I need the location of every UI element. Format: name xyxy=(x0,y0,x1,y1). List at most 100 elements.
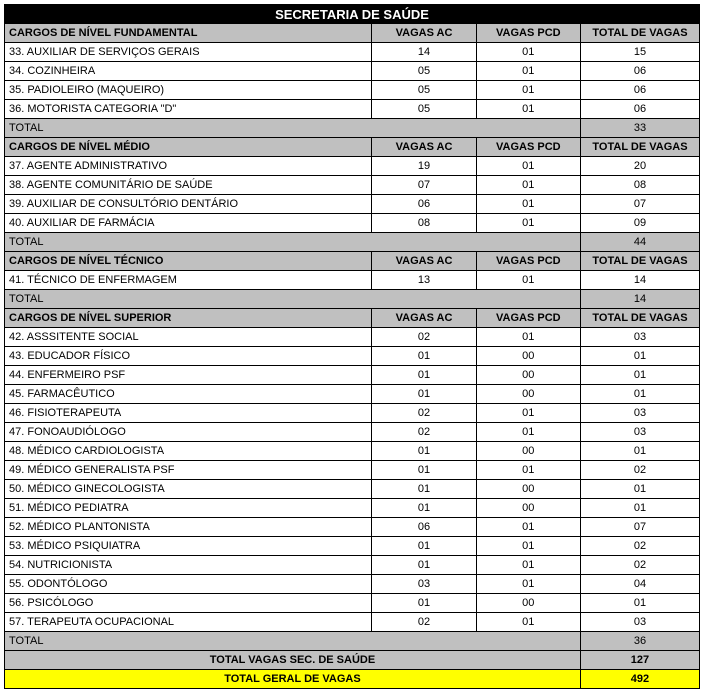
ac-cell: 01 xyxy=(372,461,476,480)
header-ac: VAGAS AC xyxy=(372,24,476,43)
table-row: 35. PADIOLEIRO (MAQUEIRO)050106 xyxy=(5,81,700,100)
section-total-value: 44 xyxy=(580,233,699,252)
ac-cell: 02 xyxy=(372,423,476,442)
pcd-cell: 00 xyxy=(476,347,580,366)
header-pcd: VAGAS PCD xyxy=(476,309,580,328)
table-row: 46. FISIOTERAPEUTA020103 xyxy=(5,404,700,423)
table-row: 51. MÉDICO PEDIATRA010001 xyxy=(5,499,700,518)
pcd-cell: 00 xyxy=(476,442,580,461)
pcd-cell: 01 xyxy=(476,81,580,100)
section-name: CARGOS DE NÍVEL MÉDIO xyxy=(5,138,372,157)
total-cell: 02 xyxy=(580,537,699,556)
pcd-cell: 00 xyxy=(476,366,580,385)
cargo-cell: 49. MÉDICO GENERALISTA PSF xyxy=(5,461,372,480)
section-name: CARGOS DE NÍVEL FUNDAMENTAL xyxy=(5,24,372,43)
cargo-cell: 33. AUXILIAR DE SERVIÇOS GERAIS xyxy=(5,43,372,62)
cargo-cell: 47. FONOAUDIÓLOGO xyxy=(5,423,372,442)
section-total-label: TOTAL xyxy=(5,632,581,651)
section-header: CARGOS DE NÍVEL FUNDAMENTALVAGAS ACVAGAS… xyxy=(5,24,700,43)
ac-cell: 01 xyxy=(372,594,476,613)
total-cell: 03 xyxy=(580,404,699,423)
section-name: CARGOS DE NÍVEL TÉCNICO xyxy=(5,252,372,271)
section-total-row: TOTAL33 xyxy=(5,119,700,138)
pcd-cell: 01 xyxy=(476,100,580,119)
section-header: CARGOS DE NÍVEL SUPERIORVAGAS ACVAGAS PC… xyxy=(5,309,700,328)
cargo-cell: 41. TÉCNICO DE ENFERMAGEM xyxy=(5,271,372,290)
ac-cell: 05 xyxy=(372,62,476,81)
ac-cell: 01 xyxy=(372,537,476,556)
header-total: TOTAL DE VAGAS xyxy=(580,309,699,328)
ac-cell: 07 xyxy=(372,176,476,195)
total-cell: 04 xyxy=(580,575,699,594)
pcd-cell: 01 xyxy=(476,613,580,632)
table-row: 43. EDUCADOR FÍSICO010001 xyxy=(5,347,700,366)
total-cell: 01 xyxy=(580,442,699,461)
pcd-cell: 00 xyxy=(476,594,580,613)
ac-cell: 06 xyxy=(372,518,476,537)
pcd-cell: 01 xyxy=(476,328,580,347)
total-cell: 07 xyxy=(580,518,699,537)
cargo-cell: 45. FARMACÊUTICO xyxy=(5,385,372,404)
total-cell: 06 xyxy=(580,100,699,119)
header-pcd: VAGAS PCD xyxy=(476,138,580,157)
pcd-cell: 01 xyxy=(476,271,580,290)
table-row: 39. AUXILIAR DE CONSULTÓRIO DENTÁRIO0601… xyxy=(5,195,700,214)
ac-cell: 05 xyxy=(372,81,476,100)
cargo-cell: 54. NUTRICIONISTA xyxy=(5,556,372,575)
section-total-value: 36 xyxy=(580,632,699,651)
title-row: SECRETARIA DE SAÚDE xyxy=(5,5,700,24)
cargo-cell: 56. PSICÓLOGO xyxy=(5,594,372,613)
cargo-cell: 36. MOTORISTA CATEGORIA "D" xyxy=(5,100,372,119)
cargo-cell: 42. ASSSITENTE SOCIAL xyxy=(5,328,372,347)
table-row: 57. TERAPEUTA OCUPACIONAL020103 xyxy=(5,613,700,632)
ac-cell: 13 xyxy=(372,271,476,290)
section-total-row: TOTAL14 xyxy=(5,290,700,309)
section-total-label: TOTAL xyxy=(5,233,581,252)
total-cell: 02 xyxy=(580,556,699,575)
table-row: 44. ENFERMEIRO PSF010001 xyxy=(5,366,700,385)
total-cell: 01 xyxy=(580,499,699,518)
total-cell: 06 xyxy=(580,81,699,100)
pcd-cell: 01 xyxy=(476,43,580,62)
table-row: 40. AUXILIAR DE FARMÁCIA080109 xyxy=(5,214,700,233)
ac-cell: 01 xyxy=(372,556,476,575)
total-cell: 02 xyxy=(580,461,699,480)
ac-cell: 14 xyxy=(372,43,476,62)
section-header: CARGOS DE NÍVEL TÉCNICOVAGAS ACVAGAS PCD… xyxy=(5,252,700,271)
cargo-cell: 39. AUXILIAR DE CONSULTÓRIO DENTÁRIO xyxy=(5,195,372,214)
ac-cell: 02 xyxy=(372,613,476,632)
ac-cell: 01 xyxy=(372,480,476,499)
total-sec-label: TOTAL VAGAS SEC. DE SAÚDE xyxy=(5,651,581,670)
header-pcd: VAGAS PCD xyxy=(476,252,580,271)
pcd-cell: 01 xyxy=(476,461,580,480)
total-cell: 20 xyxy=(580,157,699,176)
ac-cell: 06 xyxy=(372,195,476,214)
total-geral-value: 492 xyxy=(580,670,699,689)
table-row: 53. MÉDICO PSIQUIATRA010102 xyxy=(5,537,700,556)
total-cell: 01 xyxy=(580,594,699,613)
pcd-cell: 01 xyxy=(476,176,580,195)
cargo-cell: 52. MÉDICO PLANTONISTA xyxy=(5,518,372,537)
pcd-cell: 01 xyxy=(476,195,580,214)
total-geral-label: TOTAL GERAL DE VAGAS xyxy=(5,670,581,689)
total-cell: 07 xyxy=(580,195,699,214)
pcd-cell: 01 xyxy=(476,157,580,176)
total-cell: 09 xyxy=(580,214,699,233)
ac-cell: 08 xyxy=(372,214,476,233)
cargo-cell: 57. TERAPEUTA OCUPACIONAL xyxy=(5,613,372,632)
ac-cell: 01 xyxy=(372,366,476,385)
table-row: 50. MÉDICO GINECOLOGISTA010001 xyxy=(5,480,700,499)
table-row: 38. AGENTE COMUNITÁRIO DE SAÚDE070108 xyxy=(5,176,700,195)
pcd-cell: 01 xyxy=(476,423,580,442)
pcd-cell: 01 xyxy=(476,537,580,556)
cargo-cell: 38. AGENTE COMUNITÁRIO DE SAÚDE xyxy=(5,176,372,195)
table-row: 54. NUTRICIONISTA010102 xyxy=(5,556,700,575)
header-ac: VAGAS AC xyxy=(372,138,476,157)
header-pcd: VAGAS PCD xyxy=(476,24,580,43)
cargo-cell: 53. MÉDICO PSIQUIATRA xyxy=(5,537,372,556)
total-cell: 08 xyxy=(580,176,699,195)
cargo-cell: 35. PADIOLEIRO (MAQUEIRO) xyxy=(5,81,372,100)
ac-cell: 05 xyxy=(372,100,476,119)
cargo-cell: 50. MÉDICO GINECOLOGISTA xyxy=(5,480,372,499)
ac-cell: 01 xyxy=(372,347,476,366)
